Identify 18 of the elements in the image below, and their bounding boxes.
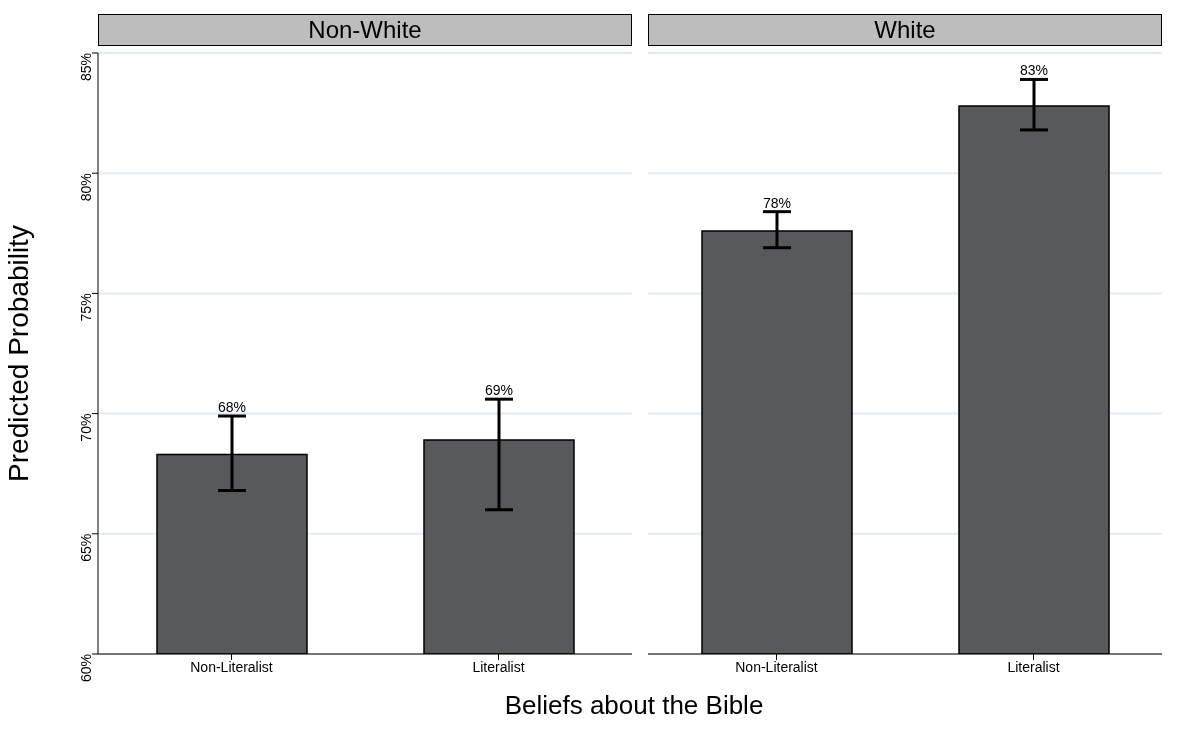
y-tick-label: 70% bbox=[77, 413, 94, 442]
data-label: 83% bbox=[1019, 62, 1049, 79]
data-label: 68% bbox=[217, 399, 247, 415]
y-axis-title: Predicted Probability bbox=[2, 225, 34, 482]
x-axis-title: Beliefs about the Bible bbox=[503, 690, 765, 721]
y-tick-label: 80% bbox=[77, 173, 94, 202]
y-tick-label: 65% bbox=[77, 533, 94, 562]
y-tick-label: 85% bbox=[77, 53, 94, 82]
x-tick-label: Literalist bbox=[1007, 658, 1060, 675]
y-tick-label: 75% bbox=[77, 293, 94, 322]
chart-title: White bbox=[648, 14, 1162, 46]
x-tick-label: Literalist bbox=[472, 658, 525, 675]
data-label: 78% bbox=[762, 194, 792, 211]
x-tick-label: Non-Literalist bbox=[735, 658, 818, 675]
x-tick-label: Non-Literalist bbox=[190, 658, 273, 675]
y-tick-label: 60% bbox=[77, 654, 94, 683]
data-label: 69% bbox=[484, 382, 514, 399]
chart-title: Non-White bbox=[98, 14, 632, 46]
